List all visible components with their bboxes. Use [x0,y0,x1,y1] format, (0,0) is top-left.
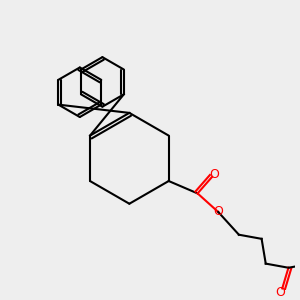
Text: O: O [213,206,223,218]
Text: O: O [275,286,285,299]
Text: O: O [209,168,219,181]
